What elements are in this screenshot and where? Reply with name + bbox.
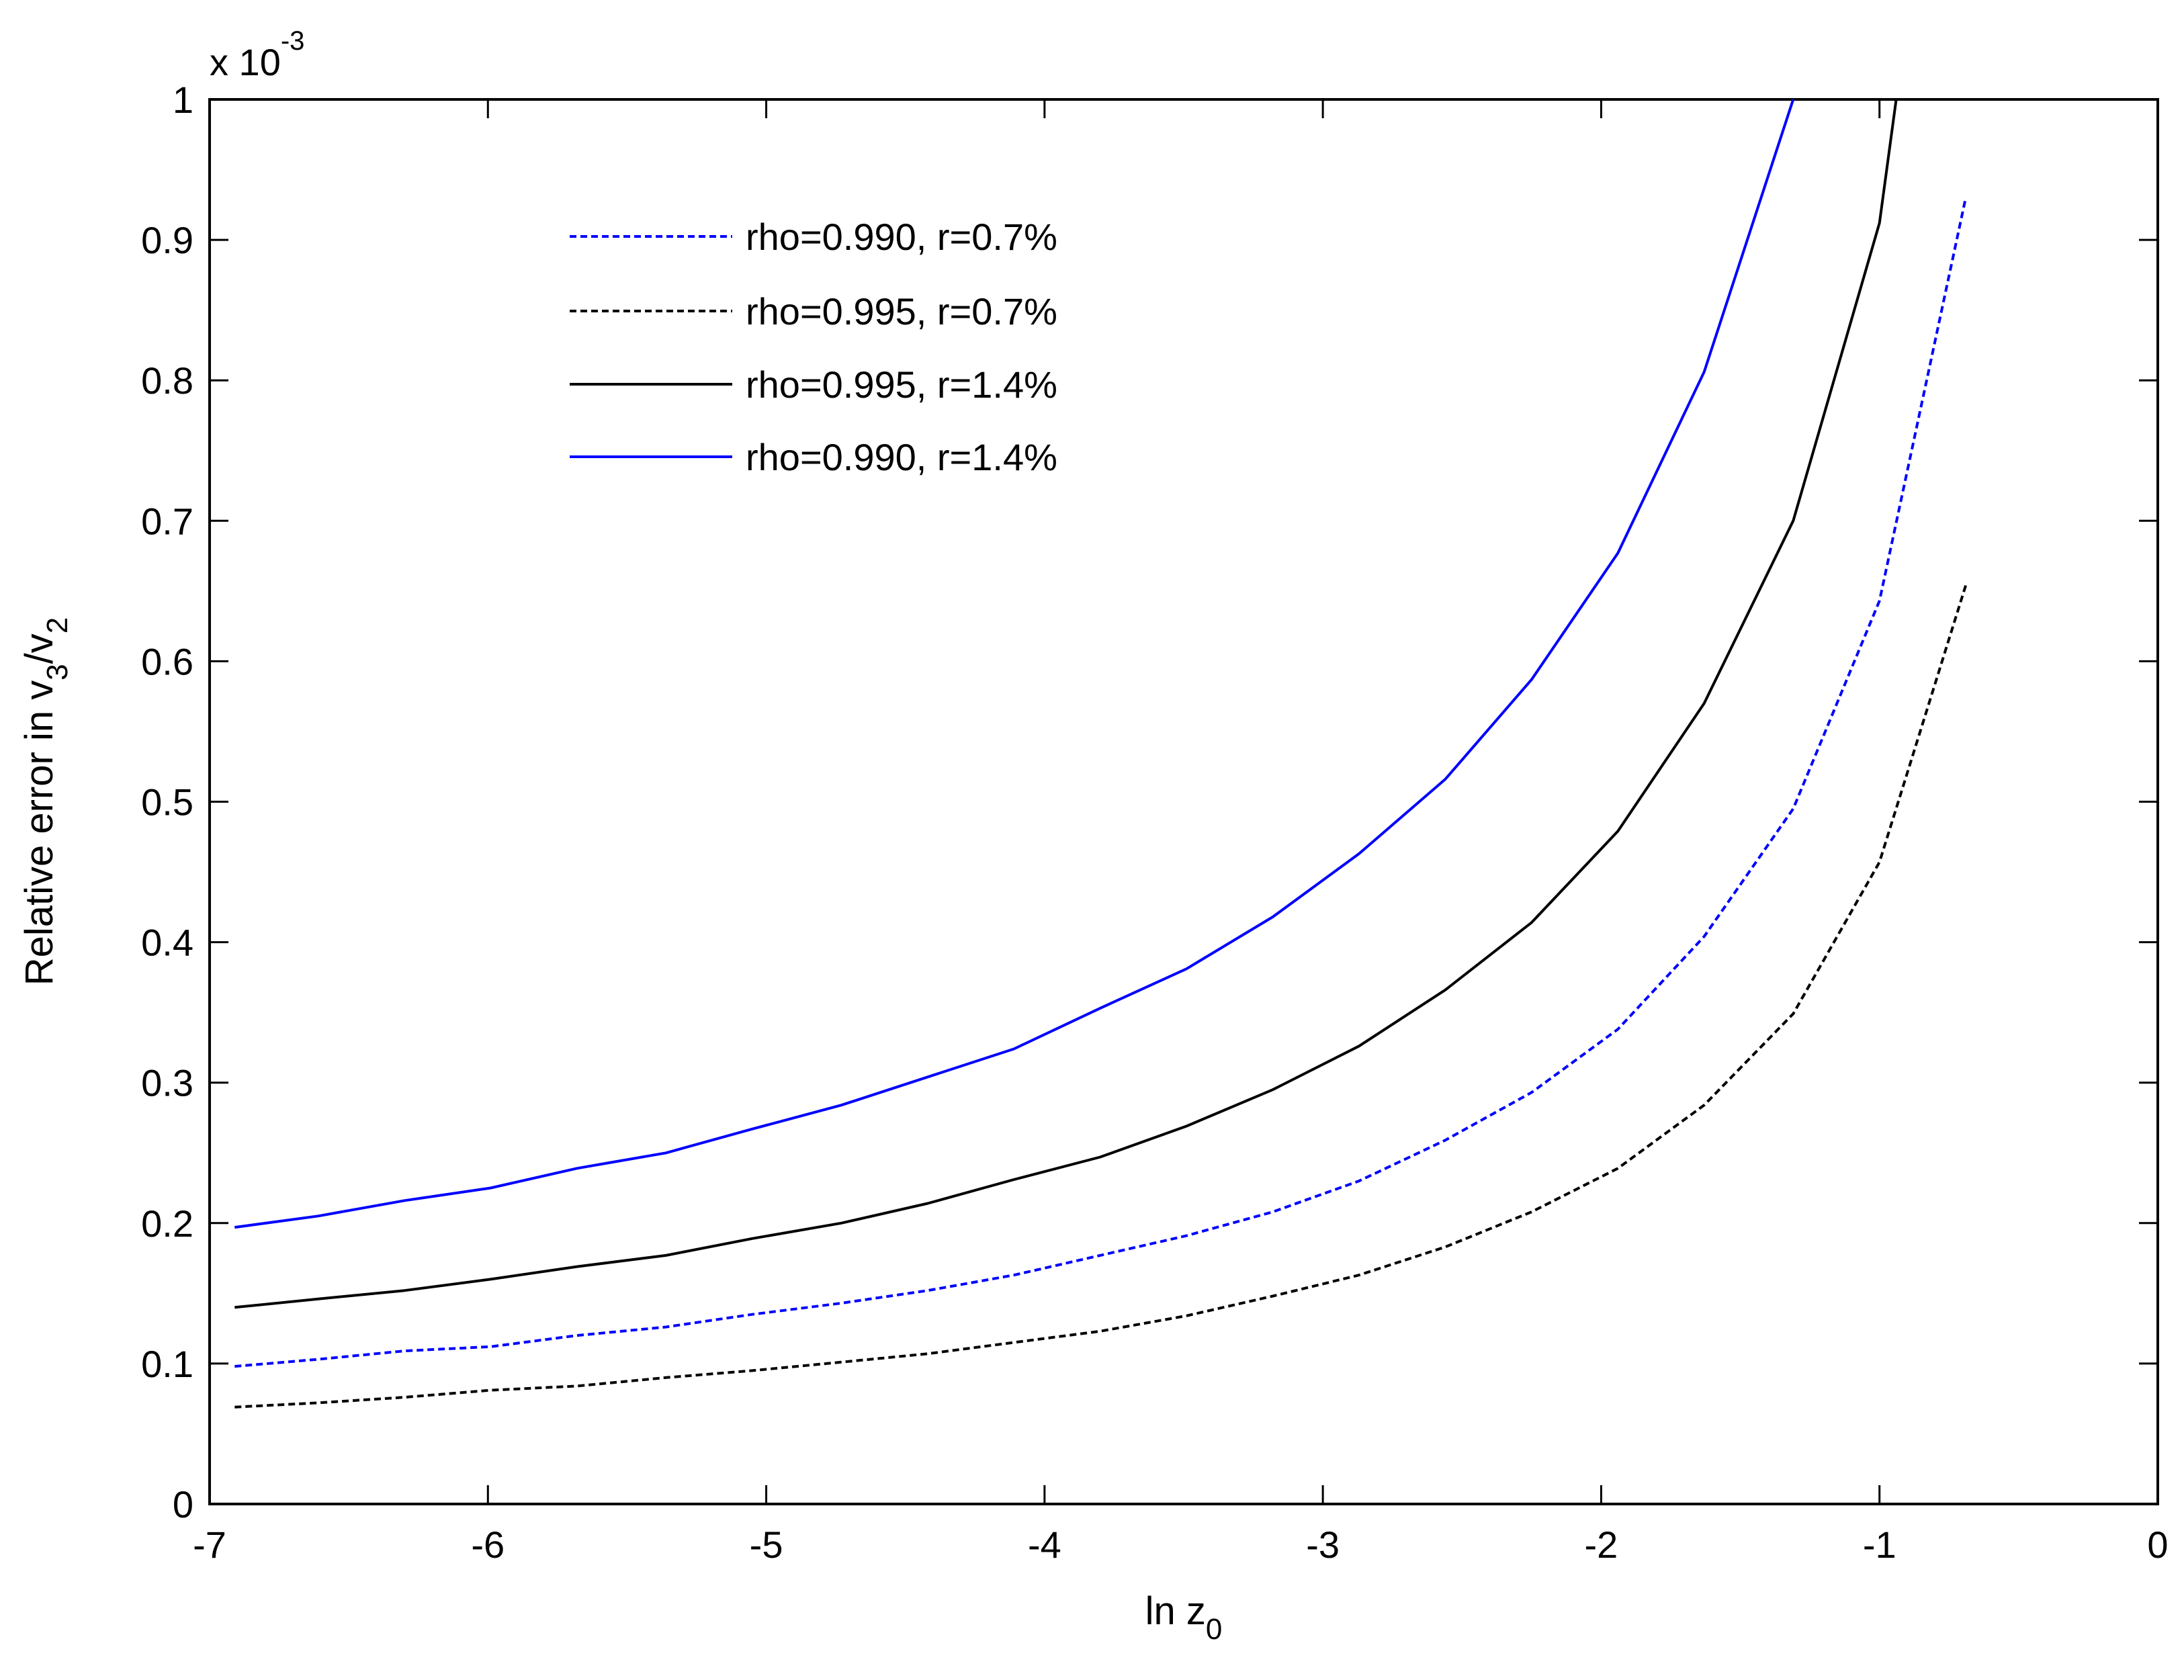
y-axis-label: Relative error in v3/v2 [17,617,74,986]
y-tick-label: 0.4 [141,922,193,964]
series-line-0 [234,197,1968,1368]
legend-label-0: rho=0.990, r=0.7% [746,216,1057,258]
x-tick-labels: -7 -6 -5 -4 -3 -2 -1 0 [193,1523,2168,1566]
x-tick-label: 0 [2147,1523,2168,1566]
y-multiplier-exponent: -3 [281,26,305,56]
x-tick-label: -7 [193,1523,226,1566]
series-line-1 [234,584,1968,1409]
y-multiplier-base: x 10 [210,41,281,83]
y-tick-label: 0.5 [141,781,193,824]
y-axis-label-sub-3: 3 [41,664,74,680]
y-tick-labels: 0 0.1 0.2 0.3 0.4 0.5 0.6 0.7 0.8 0.9 1 [141,79,193,1526]
x-tick-label: -5 [750,1523,783,1566]
y-tick-label: 0.7 [141,500,193,542]
series-lines [234,99,1968,1409]
y-tick-label: 0.6 [141,640,193,682]
x-axis-label: ln z0 [1145,1589,1223,1646]
x-axis-label-subscript: 0 [1206,1613,1222,1646]
y-tick-label: 0.1 [141,1343,193,1385]
x-tick-label: -4 [1028,1523,1061,1566]
series-line-2 [234,99,1898,1309]
x-tick-label: -3 [1306,1523,1340,1566]
x-tick-label: -1 [1863,1523,1896,1566]
legend-label-3: rho=0.990, r=1.4% [746,436,1057,478]
y-tick-label: 1 [173,79,193,121]
y-axis-label-text: Relative error in v [17,680,61,985]
axis-ticks [208,98,2159,1505]
y-multiplier: x 10-3 [210,26,304,83]
y-tick-label: 0.2 [141,1202,193,1245]
y-axis-label-slash: /v [17,633,61,664]
x-tick-label: -6 [471,1523,505,1566]
y-tick-label: 0.3 [141,1062,193,1104]
legend-label-1: rho=0.995, r=0.7% [746,290,1057,333]
y-axis-label-sub-2: 2 [41,617,74,633]
x-tick-label: -2 [1585,1523,1618,1566]
y-tick-label: 0.8 [141,359,193,402]
series-line-3 [234,99,1795,1229]
plot-area [208,98,2159,1505]
legend: rho=0.990, r=0.7% rho=0.995, r=0.7% rho=… [570,216,1057,478]
x-axis-label-main: ln z [1145,1589,1206,1633]
legend-label-2: rho=0.995, r=1.4% [746,363,1057,406]
y-tick-label: 0 [173,1483,193,1526]
y-tick-label: 0.9 [141,219,193,261]
